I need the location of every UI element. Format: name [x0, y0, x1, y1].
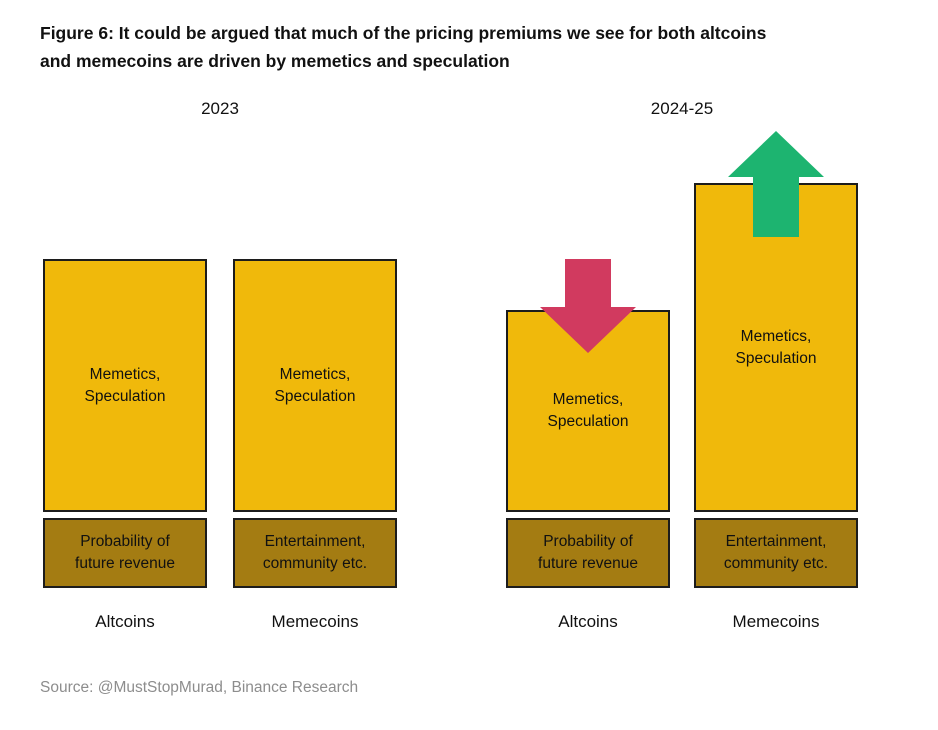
- category-label-2023-memecoins: Memecoins: [271, 612, 359, 631]
- category-label-2023-altcoins: Altcoins: [95, 612, 155, 631]
- bar-segment-2024-altcoins-fundamental: Probability of future revenue: [506, 518, 670, 588]
- bar-segment-2023-altcoins-speculation: Memetics, Speculation: [43, 259, 207, 512]
- bar-segment-2024-memecoins-speculation: Memetics, Speculation: [694, 183, 858, 512]
- group-label-2024-25: 2024-25: [650, 99, 714, 118]
- category-label-2024-memecoins: Memecoins: [732, 612, 820, 631]
- figure-title: Figure 6: It could be argued that much o…: [40, 23, 767, 72]
- bar-segment-2023-altcoins-fundamental: Probability of future revenue: [43, 518, 207, 588]
- bar-segment-2023-memecoins-speculation: Memetics, Speculation: [233, 259, 397, 512]
- group-label-2023: 2023: [201, 99, 239, 118]
- bar-segment-2024-memecoins-fundamental: Entertainment, community etc.: [694, 518, 858, 588]
- up-arrow-icon: [728, 131, 824, 237]
- category-label-2024-altcoins: Altcoins: [558, 612, 618, 631]
- source-caption: Source: @MustStopMurad, Binance Research: [40, 679, 359, 696]
- down-arrow-icon: [540, 259, 636, 353]
- bar-segment-2023-memecoins-fundamental: Entertainment, community etc.: [233, 518, 397, 588]
